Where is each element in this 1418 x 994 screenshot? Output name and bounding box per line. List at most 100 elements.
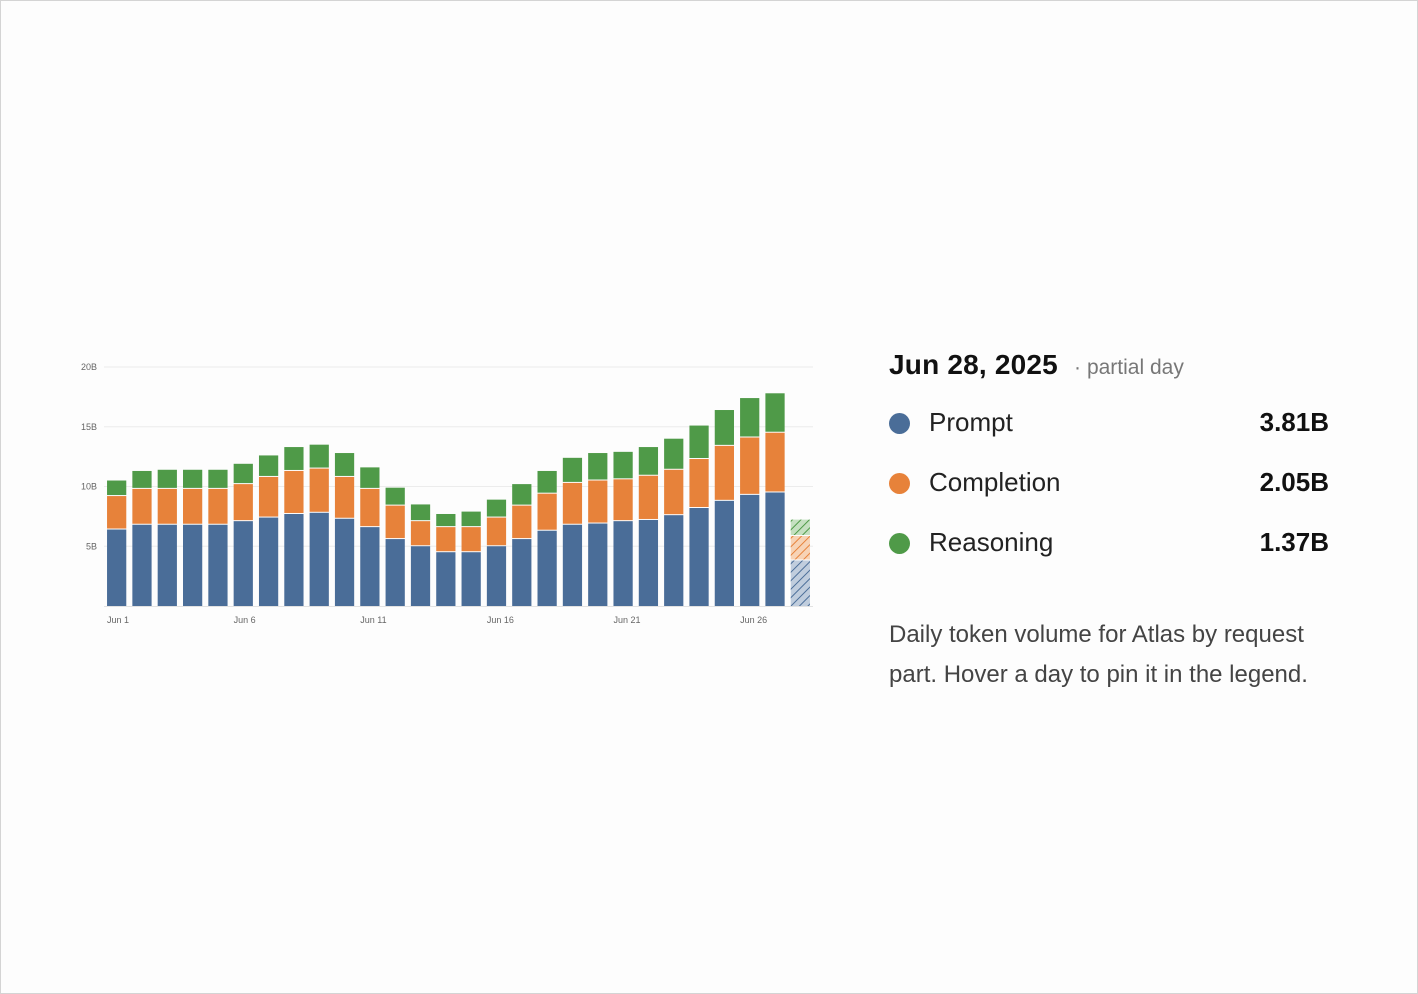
bar-segment-completion[interactable] <box>410 521 431 546</box>
legend-panel: Jun 28, 2025 · partial day Prompt 3.81B … <box>889 349 1339 579</box>
bar-segment-completion[interactable] <box>562 482 583 524</box>
bar-segment-prompt[interactable] <box>765 492 785 606</box>
y-tick-label: 5B <box>86 541 97 551</box>
bars[interactable] <box>107 393 810 606</box>
bar-segment-completion[interactable] <box>385 505 405 539</box>
bar-segment-reasoning[interactable] <box>334 453 355 476</box>
bar-segment-prompt[interactable] <box>613 521 633 606</box>
bar-segment-completion[interactable] <box>233 484 253 521</box>
bar-segment-completion[interactable] <box>183 488 203 524</box>
bar-segment-reasoning[interactable] <box>638 447 659 475</box>
bar-segment-reasoning[interactable] <box>410 504 431 521</box>
bar-segment-completion[interactable] <box>613 479 633 521</box>
bar-segment-prompt[interactable] <box>562 524 583 606</box>
bar-segment-completion[interactable] <box>714 445 734 500</box>
y-tick-label: 10B <box>81 482 97 492</box>
bar-segment-reasoning[interactable] <box>486 499 507 517</box>
x-tick-label: Jun 6 <box>234 615 256 625</box>
bar-segment-prompt[interactable] <box>132 524 152 606</box>
bar-segment-completion[interactable] <box>284 470 304 513</box>
bar-segment-completion[interactable] <box>334 476 355 518</box>
bar-segment-reasoning[interactable] <box>537 470 557 493</box>
bar-segment-prompt[interactable] <box>233 521 253 606</box>
bar-segment-completion[interactable] <box>638 475 659 519</box>
bar-segment-reasoning[interactable] <box>765 393 785 432</box>
bar-segment-prompt[interactable] <box>638 519 659 606</box>
bar-segment-prompt[interactable] <box>537 530 557 606</box>
bar-segment-reasoning[interactable] <box>664 438 684 469</box>
bar-segment-reasoning[interactable] <box>309 444 329 468</box>
bar-segment-prompt[interactable] <box>385 539 405 606</box>
bar-segment-prompt[interactable] <box>334 518 355 606</box>
bar-segment-prompt[interactable] <box>486 546 507 606</box>
stacked-bar-chart[interactable]: 5B 10B 15B 20B Jun 1 Jun 6 Jun 11 Jun 16 Jun 21… <box>61 351 831 641</box>
bar-segment-reasoning[interactable] <box>360 467 380 488</box>
legend-value-completion: 2.05B <box>1259 467 1329 497</box>
bar-segment-completion[interactable] <box>689 459 709 508</box>
bar-segment-prompt[interactable] <box>790 560 810 606</box>
bar-segment-completion[interactable] <box>765 432 785 492</box>
bar-segment-reasoning[interactable] <box>562 457 583 482</box>
bar-segment-completion[interactable] <box>309 468 329 512</box>
legend-name-reasoning: Reasoning <box>929 527 1054 557</box>
bar-segment-prompt[interactable] <box>740 494 760 606</box>
bar-segment-prompt[interactable] <box>410 546 431 606</box>
bar-segment-completion[interactable] <box>790 535 810 560</box>
bar-segment-reasoning[interactable] <box>790 519 810 535</box>
bar-segment-completion[interactable] <box>664 469 684 515</box>
bar-segment-reasoning[interactable] <box>714 410 734 445</box>
bar-segment-completion[interactable] <box>107 496 127 529</box>
bar-segment-reasoning[interactable] <box>284 447 304 470</box>
bar-segment-prompt[interactable] <box>107 529 127 606</box>
bar-segment-prompt[interactable] <box>309 512 329 606</box>
bar-segment-reasoning[interactable] <box>512 484 532 505</box>
bar-segment-reasoning[interactable] <box>208 469 228 488</box>
bar-segment-prompt[interactable] <box>360 527 380 606</box>
bar-segment-prompt[interactable] <box>208 524 228 606</box>
x-axis: Jun 1 Jun 6 Jun 11 Jun 16 Jun 21 Jun 26 <box>107 615 767 625</box>
bar-segment-completion[interactable] <box>588 480 608 523</box>
bar-segment-reasoning[interactable] <box>107 480 127 496</box>
bar-segment-reasoning[interactable] <box>613 451 633 479</box>
bar-segment-prompt[interactable] <box>183 524 203 606</box>
bar-segment-reasoning[interactable] <box>258 455 279 476</box>
legend-name-completion: Completion <box>929 467 1061 497</box>
bar-segment-completion[interactable] <box>132 488 152 524</box>
bar-segment-completion[interactable] <box>740 437 760 494</box>
bar-segment-reasoning[interactable] <box>183 469 203 488</box>
bar-segment-reasoning[interactable] <box>132 470 152 488</box>
bar-segment-completion[interactable] <box>360 488 380 527</box>
bar-segment-reasoning[interactable] <box>436 513 456 527</box>
bar-segment-reasoning[interactable] <box>385 487 405 505</box>
bar-segment-reasoning[interactable] <box>461 511 481 527</box>
bar-segment-completion[interactable] <box>157 488 177 524</box>
legend-header: Jun 28, 2025 · partial day <box>889 349 1339 389</box>
bar-segment-completion[interactable] <box>258 476 279 517</box>
bar-segment-prompt[interactable] <box>461 552 481 606</box>
prompt-color-dot <box>889 413 910 434</box>
bar-segment-prompt[interactable] <box>714 500 734 606</box>
y-tick-label: 20B <box>81 362 97 372</box>
bar-segment-reasoning[interactable] <box>588 453 608 480</box>
bar-segment-reasoning[interactable] <box>157 469 177 488</box>
bar-segment-completion[interactable] <box>208 488 228 524</box>
y-axis: 5B 10B 15B 20B <box>81 362 97 551</box>
bar-segment-prompt[interactable] <box>664 515 684 606</box>
bar-segment-prompt[interactable] <box>588 523 608 606</box>
bar-segment-completion[interactable] <box>436 527 456 552</box>
bar-segment-prompt[interactable] <box>157 524 177 606</box>
bar-segment-prompt[interactable] <box>689 508 709 606</box>
bar-segment-prompt[interactable] <box>512 539 532 606</box>
bar-segment-completion[interactable] <box>486 517 507 546</box>
bar-segment-completion[interactable] <box>461 527 481 552</box>
bar-segment-reasoning[interactable] <box>233 463 253 484</box>
legend-name-prompt: Prompt <box>929 407 1013 437</box>
bar-segment-prompt[interactable] <box>284 513 304 606</box>
bar-segment-completion[interactable] <box>537 493 557 530</box>
bar-segment-completion[interactable] <box>512 505 532 539</box>
bar-segment-reasoning[interactable] <box>740 398 760 437</box>
completion-color-dot <box>889 473 910 494</box>
bar-segment-prompt[interactable] <box>436 552 456 606</box>
bar-segment-prompt[interactable] <box>258 517 279 606</box>
bar-segment-reasoning[interactable] <box>689 425 709 459</box>
